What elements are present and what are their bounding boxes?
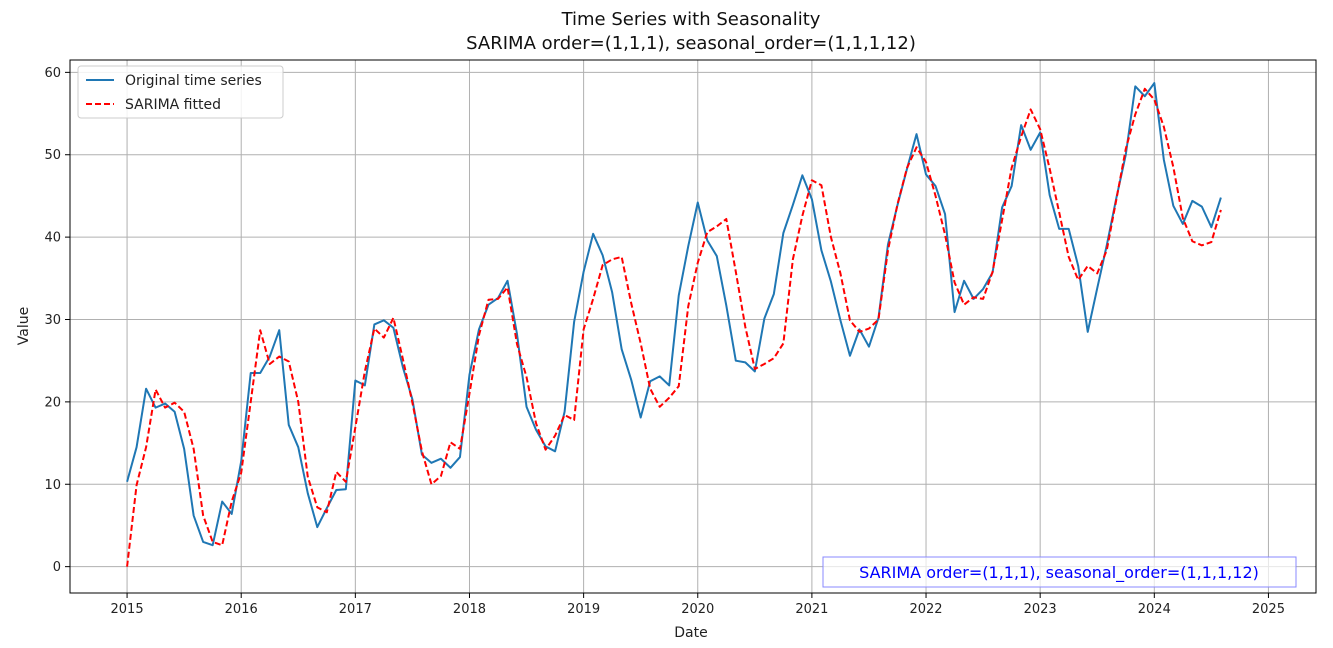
series-layer — [126, 82, 1222, 567]
legend-label-original: Original time series — [125, 73, 262, 89]
annotation-text: SARIMA order=(1,1,1), seasonal_order=(1,… — [859, 563, 1259, 583]
x-tick-label: 2021 — [795, 602, 828, 617]
y-tick-label: 0 — [53, 560, 61, 575]
gridlines — [70, 60, 1316, 593]
y-tick-label: 50 — [44, 148, 61, 163]
x-tick-label: 2016 — [225, 602, 258, 617]
x-tick-label: 2022 — [909, 602, 942, 617]
axis-ticks: 2015 2016 2017 2018 2019 2020 2021 2022 2023 2024… — [44, 66, 1285, 617]
annotation-frame — [822, 556, 1297, 588]
legend-box — [77, 65, 284, 119]
plot-frame — [69, 59, 1317, 594]
x-tick-label: 2015 — [111, 602, 144, 617]
y-tick-label: 20 — [44, 395, 61, 410]
legend-label-fitted: SARIMA fitted — [125, 97, 221, 113]
y-tick-label: 60 — [44, 66, 61, 81]
y-tick-label: 10 — [44, 478, 61, 493]
chart-title: Time Series with Seasonality — [561, 9, 821, 30]
x-tick-label: 2023 — [1024, 602, 1057, 617]
chart-subtitle: SARIMA order=(1,1,1), seasonal_order=(1,… — [466, 33, 916, 54]
y-tick-label: 40 — [44, 231, 61, 246]
x-tick-label: 2019 — [567, 602, 600, 617]
x-axis-label: Date — [674, 625, 707, 641]
x-tick-label: 2025 — [1252, 602, 1285, 617]
x-tick-label: 2017 — [339, 602, 372, 617]
x-tick-label: 2024 — [1138, 602, 1171, 617]
y-tick-label: 30 — [44, 313, 61, 328]
legend: Original time series SARIMA fitted — [77, 65, 284, 119]
y-axis-label: Value — [16, 307, 32, 345]
series-line-sarima-fitted — [126, 87, 1222, 567]
x-tick-label: 2020 — [681, 602, 714, 617]
annotation-box: SARIMA order=(1,1,1), seasonal_order=(1,… — [822, 556, 1297, 588]
series-line-original — [126, 82, 1222, 547]
x-tick-label: 2018 — [453, 602, 486, 617]
